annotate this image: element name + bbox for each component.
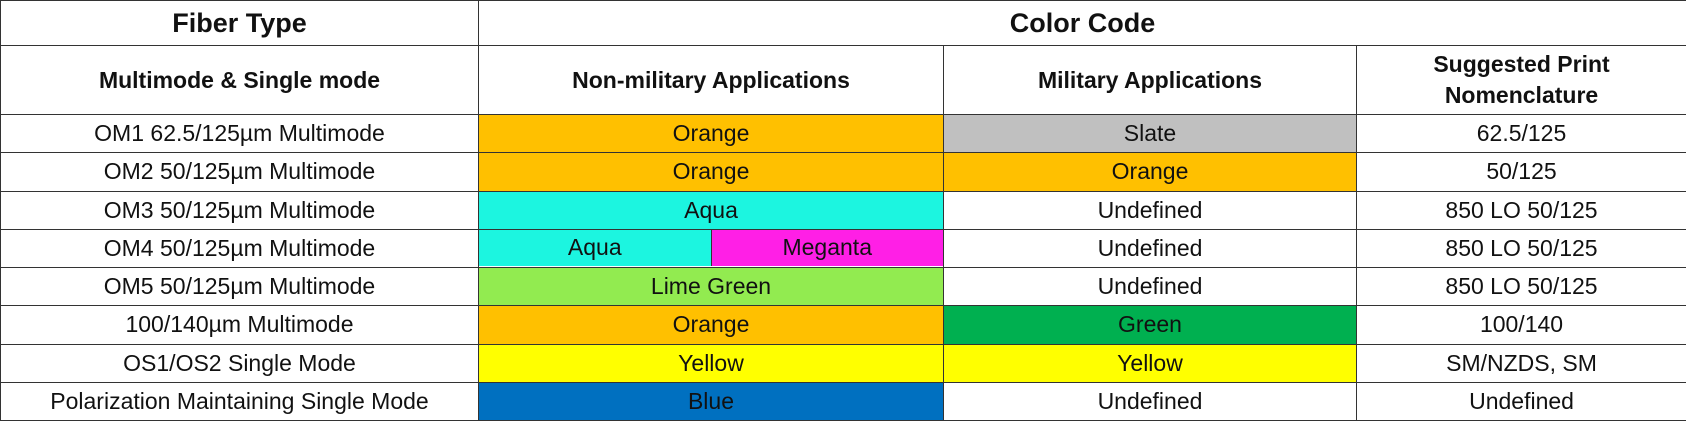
table-row: OM3 50/125µm Multimode Aqua Undefined 850 L… [0, 190, 1686, 230]
table-row: OS1/OS2 Single Mode Yellow Yellow SM/NZDS, … [0, 343, 1686, 383]
military-color-cell: Slate [943, 113, 1357, 154]
fiber-type-cell: 100/140µm Multimode [0, 305, 479, 345]
print-nomenclature-cell: 850 LO 50/125 [1355, 190, 1686, 230]
non-military-color-cell: Blue [478, 381, 944, 421]
color-code-header: Color Code [477, 0, 1686, 46]
non-military-color-swatch: Meganta [710, 230, 943, 266]
military-color-cell: Undefined [943, 190, 1357, 230]
non-military-color-cell: Orange [478, 305, 944, 345]
table-row: OM4 50/125µm Multimode Aqua Meganta Undefin… [0, 228, 1686, 269]
fiber-type-cell: OM5 50/125µm Multimode [0, 266, 479, 307]
non-military-column-header: Non-military Applications [478, 45, 944, 115]
military-color-cell: Orange [943, 152, 1357, 192]
print-nomenclature-cell: Undefined [1355, 381, 1686, 421]
print-nomenclature-cell: 50/125 [1355, 152, 1686, 192]
fiber-type-cell: OM4 50/125µm Multimode [0, 228, 479, 269]
print-nomenclature-cell: 62.5/125 [1355, 113, 1686, 154]
fiber-type-header: Fiber Type [0, 0, 479, 46]
print-header-line1: Suggested Print [1433, 51, 1610, 77]
non-military-color-cell-split: Aqua Meganta [478, 228, 944, 269]
fiber-type-cell: OM3 50/125µm Multimode [0, 190, 479, 230]
non-military-color-swatch: Aqua [479, 230, 711, 266]
print-header-line2: Nomenclature [1444, 82, 1599, 108]
print-nomenclature-cell: 850 LO 50/125 [1355, 266, 1686, 307]
table-row: 100/140µm Multimode Orange Green 100/140 [0, 305, 1686, 345]
military-color-cell: Green [943, 305, 1357, 345]
print-nomenclature-column-header: Suggested Print Nomenclature [1355, 45, 1686, 115]
non-military-color-cell: Orange [478, 113, 944, 154]
header-row: Fiber Type Color Code [0, 0, 1686, 46]
table-row: OM1 62.5/125µm Multimode Orange Slate 62.5/… [0, 113, 1686, 154]
fiber-type-cell: OM2 50/125µm Multimode [0, 152, 479, 192]
table-row: OM5 50/125µm Multimode Lime Green Undefine… [0, 266, 1686, 307]
table-body: OM1 62.5/125µm Multimode Orange Slate 62.5/… [0, 113, 1686, 421]
table-row: OM2 50/125µm Multimode Orange Orange 50/125 [0, 152, 1686, 192]
military-color-cell: Undefined [943, 228, 1357, 269]
military-color-cell: Undefined [943, 266, 1357, 307]
split-color-wrap: Aqua Meganta [479, 230, 943, 266]
table-row: Polarization Maintaining Single Mode Blue… [0, 381, 1686, 421]
non-military-color-cell: Orange [478, 152, 944, 192]
mode-column-header: Multimode & Single mode [0, 45, 479, 115]
non-military-color-cell: Aqua [478, 190, 944, 230]
print-nomenclature-cell: SM/NZDS, SM [1355, 343, 1686, 383]
military-column-header: Military Applications [943, 45, 1357, 115]
non-military-color-cell: Yellow [478, 343, 944, 383]
subheader-row: Multimode & Single mode Non-military App… [0, 45, 1686, 115]
fiber-type-cell: OS1/OS2 Single Mode [0, 343, 479, 383]
print-nomenclature-cell: 850 LO 50/125 [1355, 228, 1686, 269]
non-military-color-cell: Lime Green [478, 266, 944, 307]
military-color-cell: Undefined [943, 381, 1357, 421]
print-nomenclature-cell: 100/140 [1355, 305, 1686, 345]
fiber-type-cell: OM1 62.5/125µm Multimode [0, 113, 479, 154]
fiber-type-cell: Polarization Maintaining Single Mode [0, 381, 479, 421]
military-color-cell: Yellow [943, 343, 1357, 383]
